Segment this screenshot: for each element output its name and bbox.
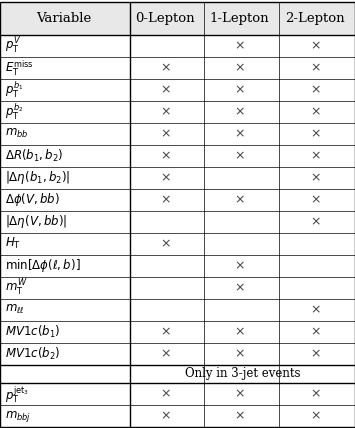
Text: $\times$: $\times$	[310, 325, 321, 338]
Text: $\times$: $\times$	[310, 410, 321, 423]
Text: $m_{\ell\ell}$: $m_{\ell\ell}$	[5, 303, 25, 316]
Text: $\times$: $\times$	[310, 347, 321, 360]
Text: $\times$: $\times$	[234, 410, 245, 423]
Text: $\Delta R(b_1, b_2)$: $\Delta R(b_1, b_2)$	[5, 148, 64, 164]
Text: $|\Delta\eta(b_1, b_2)|$: $|\Delta\eta(b_1, b_2)|$	[5, 169, 71, 186]
Text: $p_{\mathrm{T}}^{V}$: $p_{\mathrm{T}}^{V}$	[5, 36, 22, 56]
Text: $\min[\Delta\phi(\ell, b)]$: $\min[\Delta\phi(\ell, b)]$	[5, 257, 81, 274]
Text: $\times$: $\times$	[234, 149, 245, 162]
Text: $\times$: $\times$	[234, 259, 245, 272]
Text: 0-Lepton: 0-Lepton	[135, 12, 195, 25]
Text: $\times$: $\times$	[234, 62, 245, 74]
Text: $\times$: $\times$	[160, 388, 170, 401]
Text: $MV1c(b_1)$: $MV1c(b_1)$	[5, 324, 61, 340]
Text: $\times$: $\times$	[160, 347, 170, 360]
Text: $\times$: $\times$	[234, 388, 245, 401]
Text: $\times$: $\times$	[310, 388, 321, 401]
Text: $\times$: $\times$	[310, 105, 321, 119]
Text: $\times$: $\times$	[160, 83, 170, 96]
Text: $\times$: $\times$	[160, 193, 170, 206]
Text: $\times$: $\times$	[160, 128, 170, 140]
Text: $\times$: $\times$	[234, 281, 245, 294]
Text: $m_{bb}$: $m_{bb}$	[5, 128, 29, 140]
Text: 2-Lepton: 2-Lepton	[285, 12, 345, 25]
Text: $\times$: $\times$	[310, 39, 321, 53]
Text: $\times$: $\times$	[160, 171, 170, 184]
Text: $\times$: $\times$	[160, 410, 170, 423]
Text: $\times$: $\times$	[160, 105, 170, 119]
Text: $H_{\mathrm{T}}$: $H_{\mathrm{T}}$	[5, 236, 21, 251]
Text: $\Delta\phi(V, bb)$: $\Delta\phi(V, bb)$	[5, 191, 60, 208]
Text: $MV1c(b_2)$: $MV1c(b_2)$	[5, 345, 61, 362]
Text: $\times$: $\times$	[234, 105, 245, 119]
Text: $m_{\mathrm{T}}^{W}$: $m_{\mathrm{T}}^{W}$	[5, 278, 28, 298]
Text: Only in 3-jet events: Only in 3-jet events	[185, 367, 300, 380]
Text: $\times$: $\times$	[160, 237, 170, 250]
Text: $p_{\mathrm{T}}^{b_2}$: $p_{\mathrm{T}}^{b_2}$	[5, 102, 24, 122]
Text: $p_{\mathrm{T}}^{\mathrm{jet}_3}$: $p_{\mathrm{T}}^{\mathrm{jet}_3}$	[5, 384, 29, 404]
Text: $\times$: $\times$	[310, 128, 321, 140]
Text: $E_{\mathrm{T}}^{\mathrm{miss}}$: $E_{\mathrm{T}}^{\mathrm{miss}}$	[5, 58, 34, 78]
Text: $\times$: $\times$	[234, 83, 245, 96]
Text: $\times$: $\times$	[160, 62, 170, 74]
Text: $\times$: $\times$	[310, 215, 321, 228]
Text: $|\Delta\eta(V, bb)|$: $|\Delta\eta(V, bb)|$	[5, 213, 67, 230]
Bar	[0, 2, 355, 35]
Text: $\times$: $\times$	[234, 347, 245, 360]
Text: Variable: Variable	[36, 12, 92, 25]
Text: $\times$: $\times$	[310, 171, 321, 184]
Text: $p_{\mathrm{T}}^{b_1}$: $p_{\mathrm{T}}^{b_1}$	[5, 80, 24, 100]
Text: $\times$: $\times$	[310, 83, 321, 96]
Text: $\times$: $\times$	[234, 193, 245, 206]
Text: $\times$: $\times$	[310, 62, 321, 74]
Text: $\times$: $\times$	[160, 149, 170, 162]
Text: $\times$: $\times$	[160, 325, 170, 338]
Text: $\times$: $\times$	[310, 193, 321, 206]
Text: $\times$: $\times$	[310, 303, 321, 316]
Text: $\times$: $\times$	[310, 149, 321, 162]
Text: $m_{bbj}$: $m_{bbj}$	[5, 409, 32, 424]
Text: $\times$: $\times$	[234, 325, 245, 338]
Text: $\times$: $\times$	[234, 39, 245, 53]
Text: $\times$: $\times$	[234, 128, 245, 140]
Text: 1-Lepton: 1-Lepton	[210, 12, 269, 25]
